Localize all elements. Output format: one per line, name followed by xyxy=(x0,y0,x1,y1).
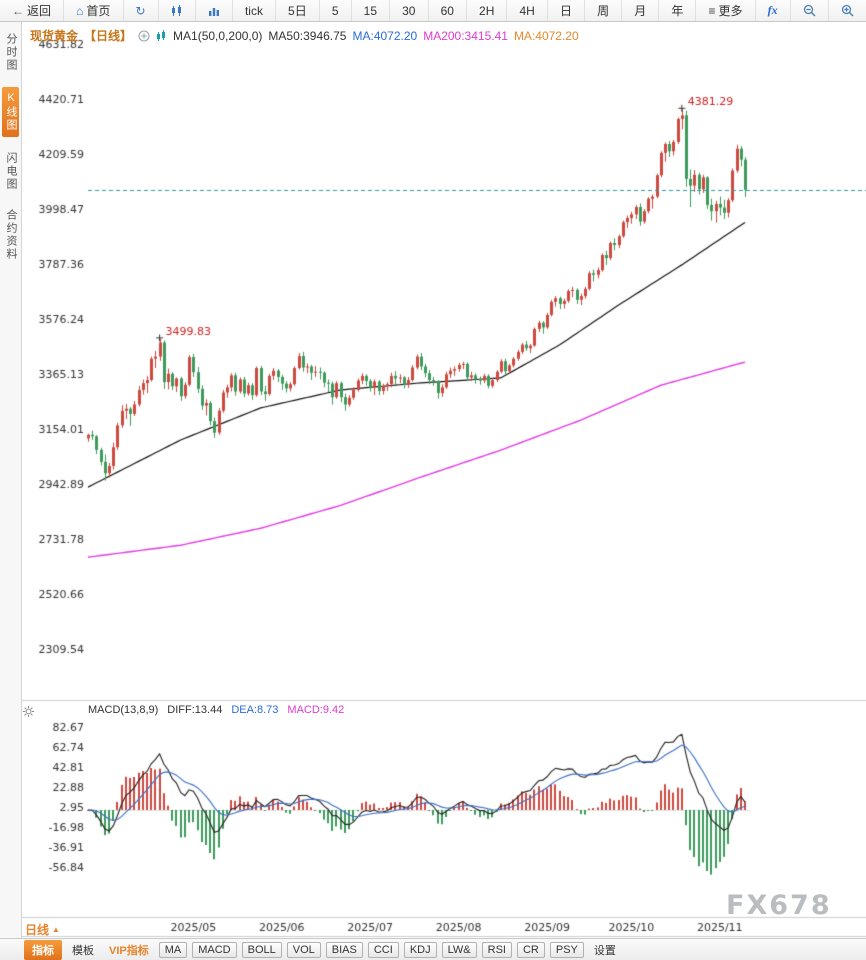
sidebar-item-time-chart[interactable]: 分时图 xyxy=(5,33,17,72)
macd-diff-value: DIFF:13.44 xyxy=(167,704,223,716)
interval-30m-button-label: 30 xyxy=(402,3,416,18)
interval-4h-button[interactable]: 4H xyxy=(507,0,548,21)
interval-daily-button-label: 日 xyxy=(559,4,572,18)
candlestick-icon xyxy=(171,4,183,17)
kline-mini-icon xyxy=(156,29,167,42)
candlestick-view-button[interactable] xyxy=(159,0,196,21)
bar-chart-icon xyxy=(208,5,220,17)
interval-tick-button-label: tick xyxy=(244,3,263,18)
interval-5d-button[interactable]: 5日 xyxy=(276,0,320,21)
zoom-out-icon xyxy=(803,4,816,17)
sidebar-item-kline-chart[interactable]: K线图 xyxy=(2,87,19,137)
interval-weekly-button[interactable]: 周 xyxy=(585,0,623,21)
tab-rsi[interactable]: RSI xyxy=(481,941,512,958)
sidebar: 分时图 K线图闪电图合约资料 xyxy=(0,22,22,938)
interval-15m-button[interactable]: 15 xyxy=(352,0,391,21)
home-icon: ⌂ xyxy=(76,3,84,18)
tab-indicators[interactable]: 指标 xyxy=(24,939,62,960)
triangle-up-icon: ▲ xyxy=(52,924,60,934)
interval-4h-button-label: 4H xyxy=(519,3,535,18)
ma50-value: MA50:3946.75 xyxy=(268,28,347,43)
interval-monthly-button[interactable]: 月 xyxy=(622,0,660,21)
back-button[interactable]: ← 返回 xyxy=(0,0,65,21)
home-button-label: 首页 xyxy=(86,4,111,18)
interval-monthly-button-label: 月 xyxy=(634,4,647,18)
ma-orange-value: MA:4072.20 xyxy=(513,28,579,43)
back-arrow-icon: ← xyxy=(12,3,25,18)
ma-settings-label: MA1(50,0,200,0) xyxy=(173,28,263,43)
period-selector-label: 日线 xyxy=(25,923,50,937)
home-button[interactable]: ⌂ 首页 xyxy=(64,0,124,21)
tab-templates[interactable]: 模板 xyxy=(72,944,94,957)
tab-macd[interactable]: MACD xyxy=(192,941,237,958)
interval-weekly-button-label: 周 xyxy=(597,4,610,18)
interval-yearly-button[interactable]: 年 xyxy=(659,0,697,21)
interval-15m-button-label: 15 xyxy=(363,3,377,18)
toolbar: ← 返回 ⌂ 首页 ↻ tick 5日 5 15 30 60 2H 4H 日周月年 ≡ 更多 fx xyxy=(0,0,866,22)
ma200-value: MA200:3415.41 xyxy=(423,28,508,43)
tab-boll[interactable]: BOLL xyxy=(241,941,282,958)
refresh-icon: ↻ xyxy=(135,3,146,18)
back-button-label: 返回 xyxy=(27,4,52,18)
interval-tick-button[interactable]: tick xyxy=(233,0,276,21)
interval-5m-button[interactable]: 5 xyxy=(320,0,352,21)
sidebar-item-contract-info[interactable]: 合约资料 xyxy=(5,209,17,261)
interval-daily-button[interactable]: 日 xyxy=(548,0,586,21)
period-tag: 【日线】 xyxy=(84,29,133,43)
tab-kdj[interactable]: KDJ xyxy=(403,941,437,958)
tab-cci[interactable]: CCI xyxy=(367,941,399,958)
interval-5m-button-label: 5 xyxy=(331,3,339,18)
chart-legend: 现货黄金 【日线】 MA1(50,0,200,0) MA50:3946.75 M… xyxy=(30,27,579,44)
interval-30m-button[interactable]: 30 xyxy=(390,0,429,21)
macd-settings-gear-icon[interactable] xyxy=(22,705,35,718)
tab-vol[interactable]: VOL xyxy=(286,941,321,958)
fx-indicator-button[interactable]: fx xyxy=(756,0,791,21)
macd-legend: MACD(13,8,9) DIFF:13.44 DEA:8.73 MACD:9.… xyxy=(88,704,344,716)
zoom-in-icon xyxy=(841,4,854,17)
interval-60m-button-label: 60 xyxy=(440,3,454,18)
ma-blue-value: MA:4072.20 xyxy=(352,28,418,43)
period-selector[interactable]: 日线 ▲ xyxy=(25,921,60,938)
interval-2h-button-label: 2H xyxy=(479,3,495,18)
more-button-label: 更多 xyxy=(718,4,743,18)
interval-2h-button[interactable]: 2H xyxy=(467,0,508,21)
add-indicator-icon[interactable] xyxy=(138,29,150,42)
volume-view-button[interactable] xyxy=(196,0,233,21)
macd-macd-value: MACD:9.42 xyxy=(287,704,345,716)
tab-cr[interactable]: CR xyxy=(516,941,545,958)
sidebar-item-lightning-chart[interactable]: 闪电图 xyxy=(5,152,17,191)
interval-5d-button-label: 5日 xyxy=(288,4,307,18)
zoom-out-button[interactable] xyxy=(791,0,829,21)
zoom-in-button[interactable] xyxy=(829,0,866,21)
fx-indicator-button-label: fx xyxy=(767,3,778,17)
menu-icon: ≡ xyxy=(708,3,716,18)
more-button[interactable]: ≡ 更多 xyxy=(696,0,756,21)
tab-bias[interactable]: BIAS xyxy=(325,941,363,958)
macd-title: MACD(13,8,9) xyxy=(88,704,159,716)
interval-60m-button[interactable]: 60 xyxy=(429,0,467,21)
symbol-name: 现货黄金 xyxy=(30,29,79,43)
tab-psy[interactable]: PSY xyxy=(549,941,584,958)
tab-lwr[interactable]: LW& xyxy=(441,941,477,958)
tab-vip-indicators[interactable]: VIP指标 xyxy=(109,944,149,957)
indicator-tabbar: 指标 模板 VIP指标 MA MACD BOLL VOL BIAS CCI KDJ LW& RSI CR… xyxy=(0,938,866,960)
interval-yearly-button-label: 年 xyxy=(671,4,684,18)
refresh-button[interactable]: ↻ xyxy=(124,0,159,21)
price-chart-canvas[interactable] xyxy=(22,22,866,938)
tab-ma[interactable]: MA xyxy=(158,941,188,958)
tab-settings[interactable]: 设置 xyxy=(593,944,616,957)
macd-dea-value: DEA:8.73 xyxy=(231,704,279,716)
